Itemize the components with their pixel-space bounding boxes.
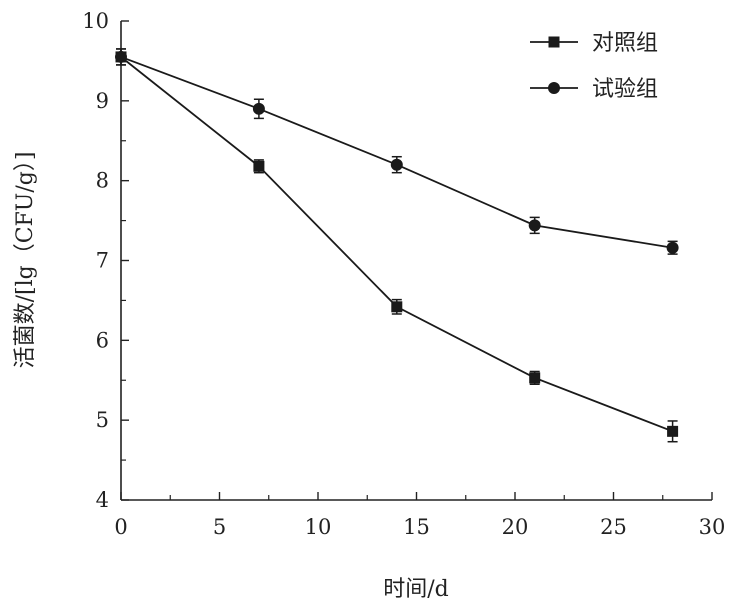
x-tick-label: 15 bbox=[403, 515, 430, 539]
legend-marker bbox=[548, 36, 560, 48]
data-point bbox=[252, 102, 265, 115]
y-tick-label: 4 bbox=[96, 488, 109, 512]
data-point bbox=[528, 219, 541, 232]
x-tick-label: 30 bbox=[699, 515, 726, 539]
legend-label: 试验组 bbox=[592, 77, 658, 102]
series-1 bbox=[115, 48, 679, 443]
data-point bbox=[529, 372, 541, 384]
y-tick-label: 10 bbox=[82, 9, 109, 33]
x-tick-label: 25 bbox=[600, 515, 627, 539]
data-point bbox=[666, 241, 679, 254]
series-line bbox=[120, 56, 673, 433]
data-point bbox=[253, 160, 265, 172]
x-tick-label: 0 bbox=[114, 515, 127, 539]
y-tick-label: 7 bbox=[96, 249, 109, 273]
data-point bbox=[667, 425, 679, 437]
y-tick-label: 5 bbox=[96, 408, 109, 432]
y-tick-label: 6 bbox=[96, 328, 109, 352]
x-tick-label: 20 bbox=[502, 515, 529, 539]
x-axis-title: 时间/d bbox=[383, 577, 449, 602]
series-layer bbox=[115, 48, 679, 443]
y-tick-label: 9 bbox=[96, 89, 109, 113]
legend-marker bbox=[548, 82, 560, 94]
series-line bbox=[120, 56, 673, 249]
y-tick-label: 8 bbox=[96, 169, 109, 193]
data-point bbox=[391, 301, 403, 313]
series-2 bbox=[115, 48, 679, 255]
y-axis-title: 活菌数/[lg（CFU/g）] bbox=[13, 152, 38, 369]
x-tick-label: 5 bbox=[213, 515, 226, 539]
legend-item-1: 对照组 bbox=[530, 31, 658, 56]
legend-item-2: 试验组 bbox=[530, 77, 658, 102]
x-tick-label: 10 bbox=[305, 515, 332, 539]
legend-label: 对照组 bbox=[592, 31, 658, 56]
data-point bbox=[390, 158, 403, 171]
data-point bbox=[115, 50, 127, 63]
ticks: 0 5 10 15 20 25 30 4 5 6 7 8 9 10 bbox=[82, 9, 725, 539]
